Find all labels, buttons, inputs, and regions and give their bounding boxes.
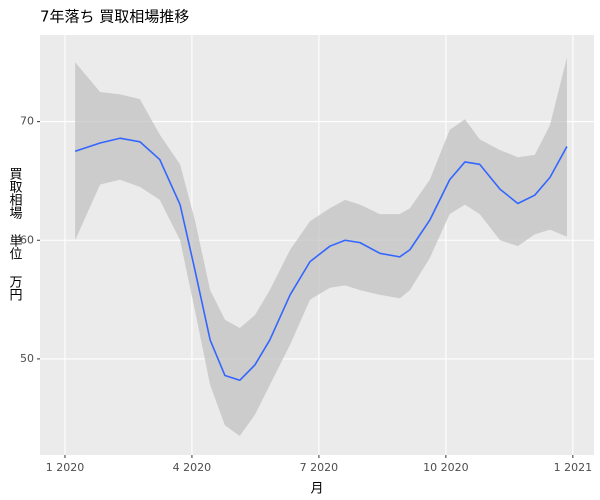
x-tick-label: 7 2020 — [300, 461, 339, 474]
x-tick-label: 1 2020 — [46, 461, 85, 474]
x-axis-title: 月 — [310, 482, 323, 497]
y-tick-label: 70 — [20, 115, 34, 128]
y-tick-label: 60 — [20, 233, 34, 246]
x-tick-label: 10 2020 — [423, 461, 469, 474]
confidence-band — [75, 57, 567, 437]
y-axis-title: 買取相場 単位 万円 — [7, 167, 23, 301]
x-tick-label: 4 2020 — [173, 461, 212, 474]
chart-title: 7年落ち 買取相場推移 — [40, 8, 189, 26]
x-tick-label: 1 2021 — [554, 461, 593, 474]
smooth-line — [74, 137, 568, 382]
y-tick-label: 50 — [20, 352, 34, 365]
